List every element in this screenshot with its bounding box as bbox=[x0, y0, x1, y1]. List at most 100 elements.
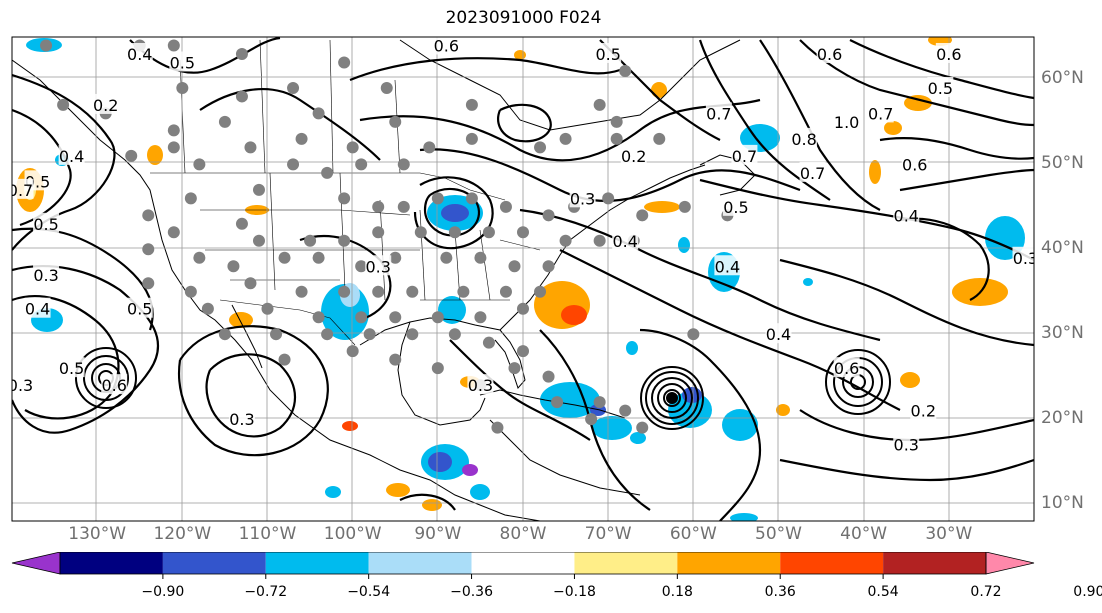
contour-label: 0.4 bbox=[59, 147, 84, 166]
contour-label-bg bbox=[867, 102, 894, 123]
longitude-label: 50°W bbox=[755, 524, 802, 544]
station-marker bbox=[142, 209, 155, 222]
contour-label: 0.6 bbox=[817, 45, 842, 64]
contour-label-bg bbox=[126, 297, 153, 318]
longitude-label: 40°W bbox=[840, 524, 888, 544]
longitude-label: 120°W bbox=[153, 524, 212, 544]
station-marker bbox=[542, 370, 555, 383]
contour-label: 0.6 bbox=[101, 376, 126, 395]
contour-label: 0.5 bbox=[59, 359, 84, 378]
station-marker bbox=[619, 404, 632, 417]
colorbar-tick-label: −0.72 bbox=[244, 584, 288, 600]
latitude-label: 30°N bbox=[1041, 323, 1084, 344]
contour-label-bg bbox=[893, 433, 920, 454]
contour-label: 0.2 bbox=[911, 402, 936, 421]
contour-label-bg bbox=[791, 127, 818, 148]
station-marker bbox=[517, 226, 529, 239]
station-marker bbox=[40, 39, 53, 52]
station-marker bbox=[295, 132, 308, 145]
station-marker bbox=[534, 285, 547, 298]
station-marker bbox=[542, 209, 555, 222]
contour-label-bg bbox=[816, 42, 843, 63]
station-marker bbox=[235, 90, 248, 103]
station-marker bbox=[125, 149, 138, 162]
contour-label-bg bbox=[799, 161, 826, 182]
colorbar-extend-low bbox=[11, 552, 61, 575]
contour-label-bg bbox=[569, 187, 596, 208]
colorbar-tick-label: 0.18 bbox=[661, 584, 693, 600]
station-marker bbox=[142, 277, 155, 290]
station-marker bbox=[167, 124, 180, 137]
station-marker bbox=[218, 328, 231, 341]
longitude-label: 90°W bbox=[414, 524, 462, 544]
longitude-label: 130°W bbox=[68, 524, 127, 544]
station-marker bbox=[312, 311, 325, 324]
contour-label-bg bbox=[612, 229, 639, 250]
colorbar-tick-label: 0.54 bbox=[867, 584, 899, 600]
low-center-east bbox=[825, 349, 891, 415]
contour-label-bg bbox=[620, 144, 647, 165]
station-marker bbox=[295, 285, 308, 298]
station-marker bbox=[355, 311, 368, 324]
station-marker bbox=[593, 234, 606, 247]
contour-label: 0.4 bbox=[25, 300, 50, 319]
contour-label: 0.2 bbox=[621, 147, 646, 166]
station-marker bbox=[355, 260, 368, 273]
station-marker bbox=[355, 158, 368, 171]
station-marker bbox=[389, 353, 402, 366]
station-marker bbox=[244, 277, 257, 290]
station-marker bbox=[372, 200, 385, 213]
station-marker bbox=[167, 226, 180, 239]
station-marker bbox=[517, 302, 529, 315]
station-marker bbox=[678, 200, 691, 213]
contour-label-bg bbox=[901, 153, 928, 174]
station-marker bbox=[142, 243, 155, 256]
station-marker bbox=[653, 132, 666, 145]
station-marker bbox=[593, 396, 606, 409]
station-marker bbox=[167, 141, 180, 154]
station-marker bbox=[346, 141, 359, 154]
longitude-label: 100°W bbox=[323, 524, 382, 544]
latitude-label: 50°N bbox=[1041, 153, 1084, 174]
station-marker bbox=[321, 166, 334, 179]
contour-label-bg bbox=[24, 297, 51, 318]
contour-label: 0.6 bbox=[902, 155, 927, 174]
station-marker bbox=[287, 81, 300, 94]
station-marker bbox=[278, 251, 291, 264]
station-marker bbox=[287, 158, 300, 171]
contour-label: 0.2 bbox=[93, 96, 118, 115]
station-marker bbox=[610, 132, 623, 145]
figure-title: 2023091000 F024 bbox=[445, 8, 602, 28]
contour-label: 0.5 bbox=[723, 198, 748, 217]
contour-label-bg bbox=[228, 408, 255, 429]
longitude-label: 70°W bbox=[584, 524, 632, 544]
colorbar-segment bbox=[162, 552, 266, 574]
contour-label: 0.7 bbox=[706, 104, 731, 123]
station-marker bbox=[508, 260, 521, 273]
station-marker bbox=[499, 285, 512, 298]
station-marker bbox=[321, 328, 334, 341]
station-marker bbox=[261, 302, 274, 315]
station-marker bbox=[312, 107, 325, 120]
contour-label-bg bbox=[58, 357, 85, 378]
colorbar-tick-label: −0.18 bbox=[552, 584, 596, 600]
station-marker bbox=[465, 192, 478, 205]
contour-label: 0.7 bbox=[868, 104, 893, 123]
colorbar-segment bbox=[265, 552, 369, 574]
contour-label-bg bbox=[1012, 246, 1034, 267]
colorbar-tick-label: 0.72 bbox=[970, 584, 1002, 600]
contour-label: 0.6 bbox=[434, 36, 459, 55]
station-marker bbox=[474, 311, 487, 324]
contour-label-bg bbox=[126, 42, 153, 63]
station-marker bbox=[610, 115, 623, 128]
contour-label: 0.5 bbox=[33, 215, 58, 234]
contour-label: 0.6 bbox=[834, 359, 859, 378]
station-marker bbox=[585, 413, 598, 426]
colorbar-tick-label: 0.90 bbox=[1073, 584, 1102, 600]
station-marker bbox=[559, 132, 572, 145]
contour-label-bg bbox=[935, 42, 962, 63]
station-marker bbox=[338, 192, 351, 205]
station-marker bbox=[338, 285, 351, 298]
contour-label: 0.3 bbox=[33, 266, 58, 285]
